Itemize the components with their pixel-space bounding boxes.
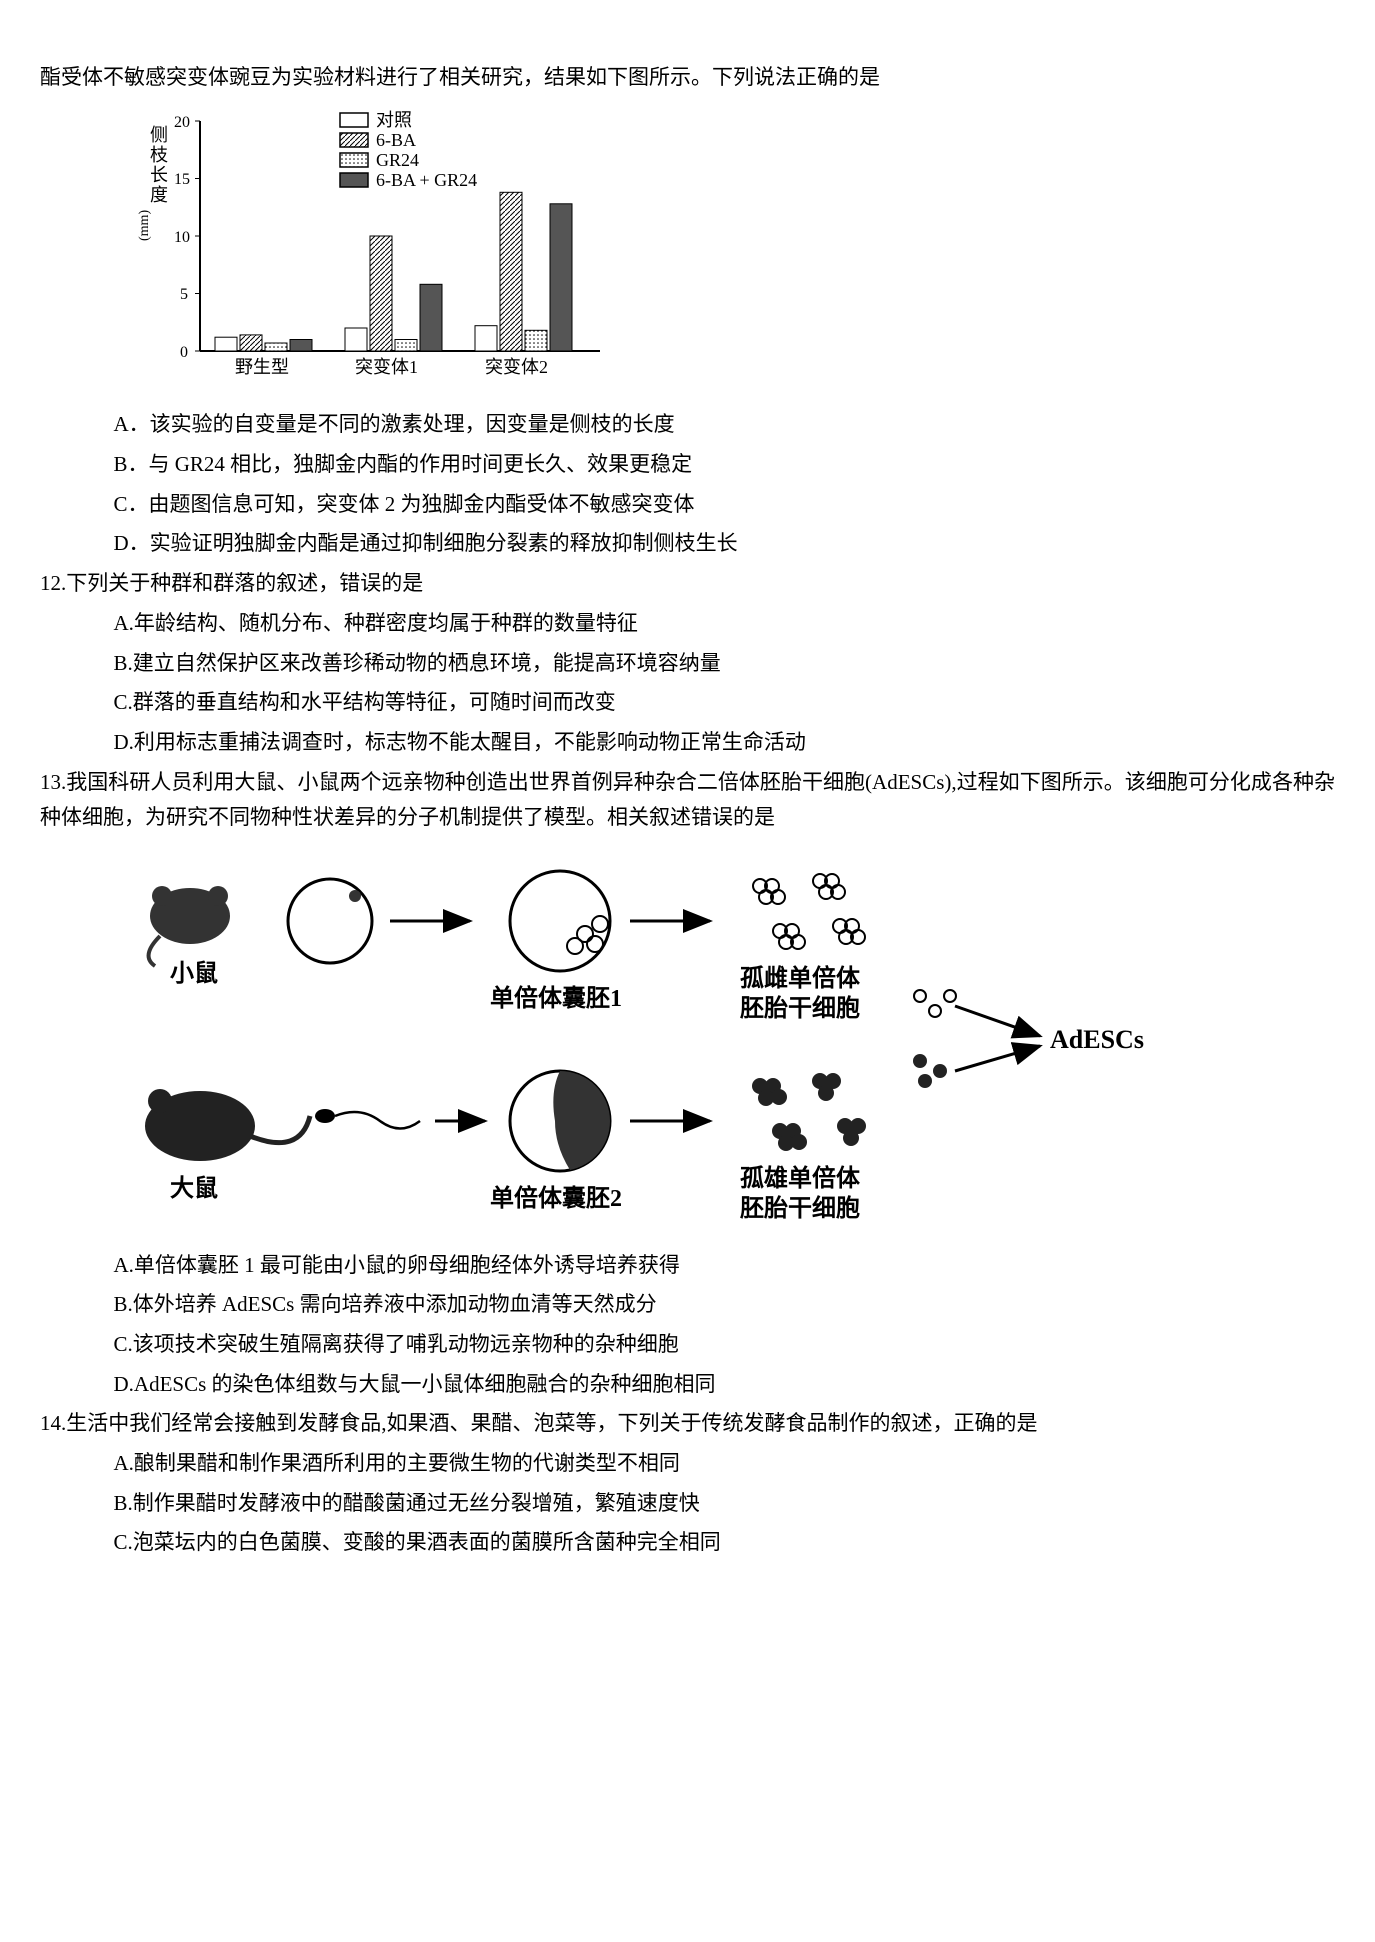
stem2-label2: 胚胎干细胞 bbox=[739, 1194, 860, 1222]
cell-dot bbox=[918, 1074, 932, 1088]
q11-option-c: C．由题图信息可知，突变体 2 为独脚金内酯受体不敏感突变体 bbox=[114, 487, 1336, 523]
q13-option-d: D.AdESCs 的染色体组数与大鼠一小鼠体细胞融合的杂种细胞相同 bbox=[114, 1367, 1336, 1403]
q12-option-a: A.年龄结构、随机分布、种群密度均属于种群的数量特征 bbox=[114, 606, 1336, 642]
svg-text:15: 15 bbox=[174, 171, 190, 188]
q12-option-d: D.利用标志重捕法调查时，标志物不能太醒目，不能影响动物正常生命活动 bbox=[114, 725, 1336, 761]
q12-option-b: B.建立自然保护区来改善珍稀动物的栖息环境，能提高环境容纳量 bbox=[114, 646, 1336, 682]
q13-option-c: C.该项技术突破生殖隔离获得了哺乳动物远亲物种的杂种细胞 bbox=[114, 1327, 1336, 1363]
egg-cell bbox=[288, 879, 372, 963]
q11-option-d: D．实验证明独脚金内酯是通过抑制细胞分裂素的释放抑制侧枝生长 bbox=[114, 526, 1336, 562]
bar-chart: 侧 枝 长 度 (mm) 0 5 10 15 20 对照 6-BA GR24 6… bbox=[120, 101, 620, 403]
intro-paragraph: 酯受体不敏感突变体豌豆为实验材料进行了相关研究，结果如下图所示。下列说法正确的是 bbox=[40, 60, 1335, 96]
stem1-label1: 孤雌单倍体 bbox=[740, 964, 861, 992]
q14-option-b: B.制作果醋时发酵液中的醋酸菌通过无丝分裂增殖，繁殖速度快 bbox=[114, 1486, 1336, 1522]
sperm-cell bbox=[315, 1109, 420, 1129]
ylabel-char: 长 bbox=[150, 165, 168, 185]
q11-option-b: B．与 GR24 相比，独脚金内酯的作用时间更长久、效果更稳定 bbox=[114, 447, 1336, 483]
q11-option-a: A．该实验的自变量是不同的激素处理，因变量是侧枝的长度 bbox=[114, 407, 1336, 443]
stem1-label2: 胚胎干细胞 bbox=[739, 994, 860, 1022]
arrow-icon bbox=[955, 1006, 1040, 1036]
svg-text:突变体2: 突变体2 bbox=[485, 357, 548, 377]
blastocyst-2 bbox=[510, 1071, 610, 1171]
svg-text:GR24: GR24 bbox=[376, 150, 419, 170]
small-mouse-icon bbox=[149, 886, 230, 966]
stem-cells-2 bbox=[752, 1073, 866, 1151]
blastocyst-1-label: 单倍体囊胚1 bbox=[490, 984, 622, 1012]
q13-stem: 13.我国科研人员利用大鼠、小鼠两个远亲物种创造出世界首例异种杂合二倍体胚胎干细… bbox=[40, 765, 1335, 836]
arrow-icon bbox=[955, 1046, 1040, 1071]
cell-dot bbox=[929, 1005, 941, 1017]
q14-option-c: C.泡菜坛内的白色菌膜、变酸的果酒表面的菌膜所含菌种完全相同 bbox=[114, 1525, 1336, 1561]
q14-stem: 14.生活中我们经常会接触到发酵食品,如果酒、果醋、泡菜等，下列关于传统发酵食品… bbox=[40, 1406, 1335, 1442]
diagram-svg: 小鼠 单倍体囊胚1 孤雌单倍体 胚胎干细胞 大鼠 bbox=[100, 846, 1200, 1226]
svg-text:10: 10 bbox=[174, 229, 190, 246]
adescs-label: AdESCs bbox=[1050, 1025, 1144, 1054]
svg-text:6-BA + GR24: 6-BA + GR24 bbox=[376, 170, 477, 190]
chart-svg: 侧 枝 长 度 (mm) 0 5 10 15 20 对照 6-BA GR24 6… bbox=[120, 101, 620, 391]
svg-text:6-BA: 6-BA bbox=[376, 130, 416, 150]
cell-dot bbox=[914, 990, 926, 1002]
chart-legend: 对照 6-BA GR24 6-BA + GR24 bbox=[340, 110, 477, 190]
svg-text:突变体1: 突变体1 bbox=[355, 357, 418, 377]
big-rat-icon bbox=[145, 1089, 310, 1161]
big-rat-label: 大鼠 bbox=[170, 1175, 218, 1202]
svg-text:对照: 对照 bbox=[376, 110, 412, 130]
q12-stem: 12.下列关于种群和群落的叙述，错误的是 bbox=[40, 566, 1335, 602]
ylabel-unit: (mm) bbox=[137, 209, 152, 240]
q14-option-a: A.酿制果醋和制作果酒所利用的主要微生物的代谢类型不相同 bbox=[114, 1446, 1336, 1482]
bar-group-2: 突变体1 bbox=[345, 236, 442, 377]
svg-text:0: 0 bbox=[180, 344, 188, 361]
cell-dot bbox=[944, 990, 956, 1002]
process-diagram: 小鼠 单倍体囊胚1 孤雌单倍体 胚胎干细胞 大鼠 bbox=[100, 846, 1200, 1238]
y-ticks: 0 5 10 15 20 bbox=[174, 114, 200, 361]
q12-option-c: C.群落的垂直结构和水平结构等特征，可随时间而改变 bbox=[114, 685, 1336, 721]
svg-text:20: 20 bbox=[174, 114, 190, 131]
bar-group-1: 野生型 bbox=[215, 335, 312, 377]
svg-text:5: 5 bbox=[180, 286, 188, 303]
blastocyst-2-label: 单倍体囊胚2 bbox=[490, 1184, 622, 1212]
polar-body bbox=[349, 890, 361, 902]
q13-option-b: B.体外培养 AdESCs 需向培养液中添加动物血清等天然成分 bbox=[114, 1287, 1336, 1323]
small-mouse-label: 小鼠 bbox=[170, 960, 218, 987]
q13-option-a: A.单倍体囊胚 1 最可能由小鼠的卵母细胞经体外诱导培养获得 bbox=[114, 1248, 1336, 1284]
cell-dot bbox=[913, 1054, 927, 1068]
stem2-label1: 孤雄单倍体 bbox=[740, 1164, 861, 1192]
stem-cells-1 bbox=[753, 874, 865, 949]
blastocyst-1 bbox=[510, 871, 610, 971]
ylabel-char: 枝 bbox=[150, 145, 168, 165]
ylabel-char: 侧 bbox=[150, 125, 168, 145]
ylabel-char: 度 bbox=[150, 185, 168, 205]
bar-group-3: 突变体2 bbox=[475, 192, 572, 377]
svg-text:野生型: 野生型 bbox=[235, 357, 289, 377]
cell-dot bbox=[933, 1064, 947, 1078]
